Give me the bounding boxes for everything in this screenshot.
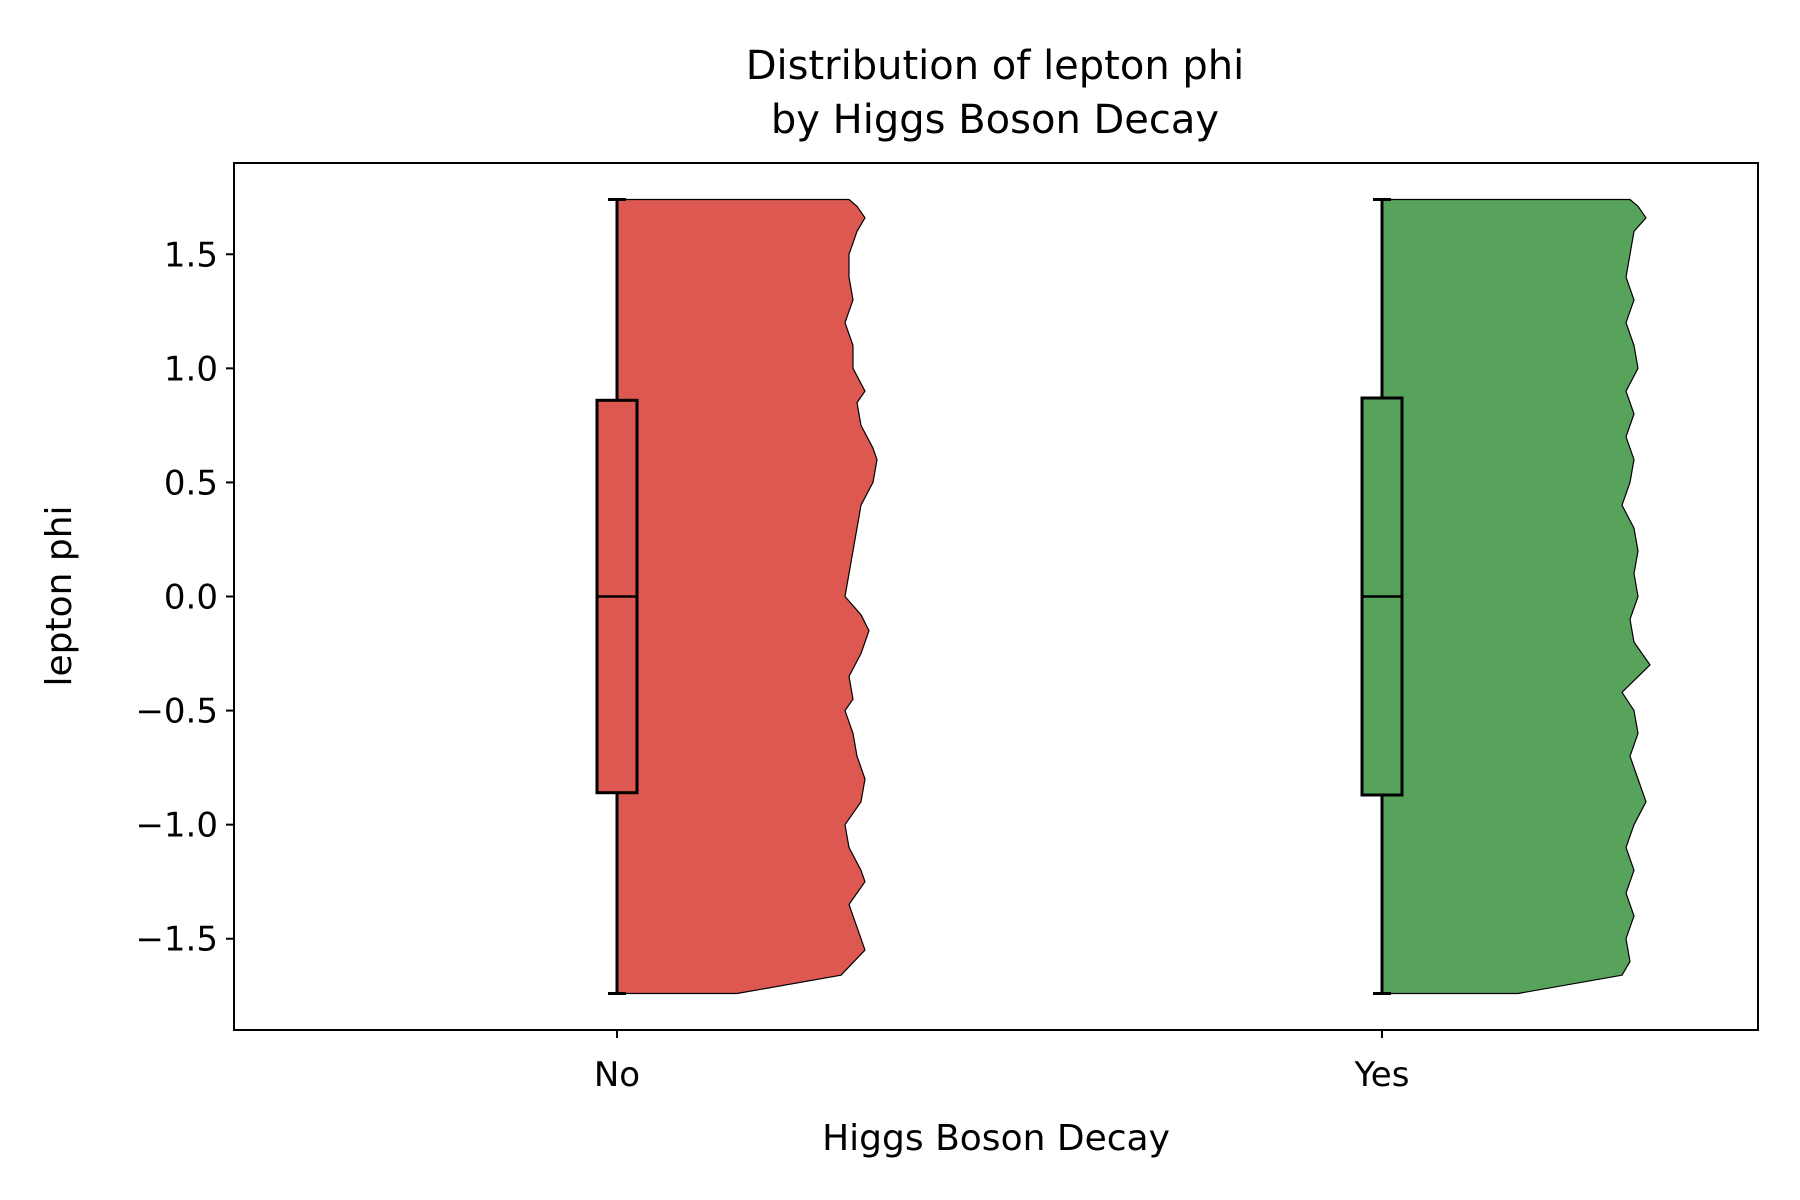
violin-no [616, 198, 878, 995]
x-axis-ticks: No Yes [594, 1030, 1410, 1095]
chart-title-line-1: Distribution of lepton phi [746, 43, 1245, 89]
y-tick-label: 0.5 [164, 463, 218, 503]
y-tick-label: 1.5 [164, 235, 218, 275]
y-tick-label: −0.5 [135, 692, 218, 732]
chart-title-line-2: by Higgs Boson Decay [771, 97, 1219, 143]
y-tick-label: −1.5 [135, 920, 218, 960]
violin-group-yes [1360, 198, 1651, 995]
x-tick-label: No [594, 1055, 640, 1095]
violin-group-no [595, 198, 878, 995]
y-axis-ticks: 1.5 1.0 0.5 0.0 −0.5 −1.0 −1.5 [135, 235, 234, 960]
y-axis-label: lepton phi [39, 505, 80, 686]
y-tick-label: 0.0 [164, 578, 218, 618]
x-axis-label: Higgs Boson Decay [822, 1118, 1170, 1159]
y-tick-label: 1.0 [164, 349, 218, 389]
plot-area [595, 198, 1651, 995]
x-tick-label: Yes [1354, 1055, 1410, 1095]
y-tick-label: −1.0 [135, 806, 218, 846]
violin-yes [1381, 198, 1651, 995]
